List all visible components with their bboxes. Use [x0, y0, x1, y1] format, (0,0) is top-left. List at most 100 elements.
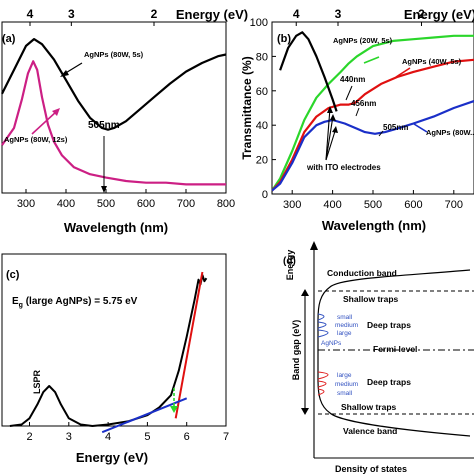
panel-b-top-tick-label-0: 4 [293, 7, 300, 21]
panel-a-series-group [1, 37, 227, 186]
pointer-arrowhead [60, 70, 69, 77]
series-label-20w-5s-pointer [363, 56, 380, 64]
upper-trap-loops [317, 313, 329, 338]
panel-b-x-tick-label-0: 300 [283, 199, 301, 211]
panel-a-x-tick-label-1: 400 [57, 198, 75, 210]
panel-a-x-tick-label-3: 600 [137, 198, 155, 210]
size-label-agnps: AgNPs [321, 340, 342, 347]
panel-a-top-tick-label-1: 3 [68, 7, 75, 21]
deep-traps-lower-label: Deep traps [367, 377, 411, 387]
annotation-456nm-pointer [355, 107, 360, 117]
panel-a-frame [1, 21, 227, 194]
panel-c-x-tick-label-4: 6 [184, 431, 190, 443]
panel-b-y-tick-label-4: 80 [256, 51, 268, 63]
panel-c-series-group [9, 271, 208, 434]
size-label-small: small [337, 314, 353, 321]
upper-size-labels: small medium large AgNPs [321, 314, 358, 347]
trap-loop-small [317, 313, 325, 321]
eg-value: (large AgNPs) = 5.75 eV [23, 296, 138, 307]
panel-a-x-ticks: 300 400 500 600 700 800 [17, 189, 235, 210]
panel-c-x-tick-label-1: 3 [66, 431, 72, 443]
annotation-456nm: 456nm [351, 99, 376, 108]
eg-symbol: E [12, 296, 19, 307]
annotation-440nm-pointer [345, 85, 353, 101]
panel-a-letter: (a) [2, 33, 16, 45]
panel-a-top-axis-label: Energy (eV) [176, 7, 248, 22]
arrowhead [332, 126, 338, 133]
series-label-20w-5s: AgNPs (20W, 5s) [333, 36, 393, 45]
series-label-80w: AgNPs (80W... [426, 128, 474, 137]
panel-c-letter: (c) [6, 269, 20, 281]
panel-c: (c) 2 3 4 5 6 7 Energy (eV) Eg (large AgNPs) … [1, 253, 229, 465]
arrowhead [330, 114, 336, 121]
shallow-traps-upper-label: Shallow traps [343, 294, 399, 304]
panel-b-top-axis-label: Energy (eV) [404, 7, 474, 22]
ito-arrow-2 [325, 115, 334, 161]
panel-d-letter: (d) [283, 256, 296, 267]
lower-size-labels: large medium small [335, 372, 358, 397]
lower-trap-loops [317, 371, 329, 396]
panel-c-frame [1, 253, 227, 427]
panel-b-y-tick-label-1: 20 [256, 155, 268, 167]
trap-loop-large-lower [317, 371, 329, 380]
panel-a-x-axis-label: Wavelength (nm) [64, 220, 168, 235]
annotation-band-gap: Eg (large AgNPs) = 5.75 eV [12, 296, 138, 309]
size-label-medium-lower: medium [335, 381, 358, 388]
fermi-level-label: Fermi level [373, 344, 417, 354]
series-label-80w-12s: AgNPs (80W, 12s) [4, 135, 68, 144]
panel-b-series-3 [279, 31, 338, 112]
panel-a-x-tick-label-4: 700 [177, 198, 195, 210]
energy-axis-arrowhead [310, 241, 318, 250]
panel-d: (d) Energy Density of states Band gap (e… [283, 241, 474, 474]
size-label-small-lower: small [337, 390, 353, 397]
size-label-large-lower: large [337, 372, 352, 379]
annotation-lspr: LSPR [32, 370, 42, 395]
annotation-505nm-b: 505nm [383, 123, 408, 132]
density-of-states-curve [317, 269, 471, 437]
band-gap-arrowhead-top [301, 289, 309, 296]
panel-a-series-1 [1, 60, 226, 186]
eg-subscript: g [19, 302, 23, 309]
panel-b-x-tick-label-3: 600 [404, 199, 422, 211]
pointer-arrowhead [52, 108, 60, 116]
panel-c-series-0 [9, 274, 208, 427]
panel-b-top-ticks: 4 3 2 [293, 7, 425, 26]
deep-traps-upper-label: Deep traps [367, 320, 411, 330]
panel-b-x-ticks: 300 400 500 600 700 [283, 190, 463, 211]
band-gap-label: Band gap (eV) [291, 320, 301, 381]
panel-b-x-tick-label-2: 500 [364, 199, 382, 211]
panel-b-y-tick-label-5: 100 [250, 17, 268, 29]
panel-b-top-tick-label-1: 3 [335, 7, 342, 21]
panel-b-series-2 [271, 100, 474, 192]
series-label-80w-pointer [413, 123, 428, 133]
panel-b-letter: (b) [277, 33, 291, 45]
panel-c-x-ticks: 2 3 4 5 6 7 [26, 422, 229, 443]
panel-a-x-tick-label-0: 300 [17, 198, 35, 210]
panel-a-x-tick-label-5: 800 [217, 198, 235, 210]
panel-b-y-tick-label-2: 40 [256, 120, 268, 132]
series-label-40w-5s: AgNPs (40W, 5s) [402, 57, 462, 66]
trap-loop-medium [317, 321, 327, 329]
valence-band-label: Valence band [343, 426, 397, 436]
panel-c-x-tick-label-2: 4 [105, 431, 111, 443]
series-label-80w-12s-pointer [31, 110, 58, 135]
panel-b-series-group [271, 31, 474, 192]
panel-c-x-tick-label-3: 5 [144, 431, 150, 443]
size-label-medium: medium [335, 322, 358, 329]
shallow-traps-lower-label: Shallow traps [341, 402, 397, 412]
band-gap-marker-arrowhead [170, 406, 178, 413]
band-gap-arrowhead-bottom [301, 408, 309, 415]
panel-b-y-tick-label-0: 0 [262, 189, 268, 201]
annotation-with-ito-electrodes: with ITO electrodes [306, 163, 381, 172]
panel-a-top-tick-label-0: 4 [27, 7, 34, 21]
trap-loop-medium-lower [317, 380, 327, 388]
panel-a-top-ticks: 4 3 2 [27, 7, 158, 26]
panel-a-series-0 [1, 37, 227, 131]
series-label-80w-5s: AgNPs (80W, 5s) [84, 50, 144, 59]
ito-pointer-arrows [325, 107, 337, 161]
panel-b-y-axis-label: Transmittance (%) [240, 56, 254, 159]
panel-a: (a) 300 400 500 600 700 800 4 3 2 Energy (eV) W… [1, 7, 248, 235]
panel-c-x-axis-label: Energy (eV) [76, 450, 148, 465]
panel-b-y-ticks: 0 20 40 60 80 100 [250, 17, 276, 201]
